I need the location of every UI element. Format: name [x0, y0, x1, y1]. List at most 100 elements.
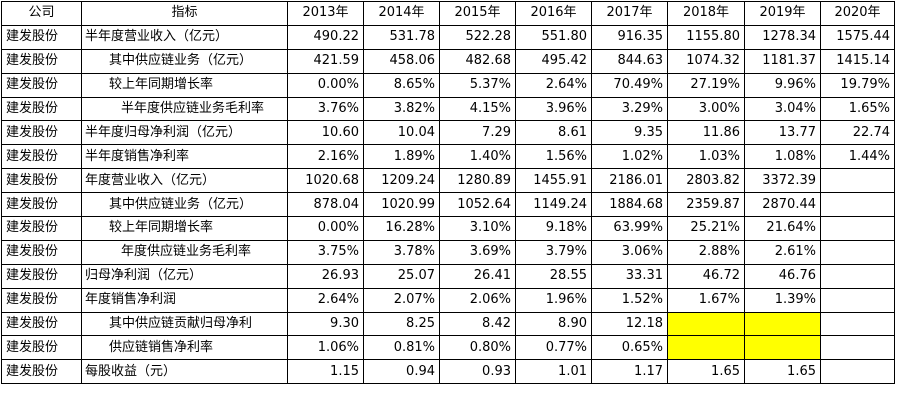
table-row: 建发股份 年度供应链业务毛利率 3.75% 3.78% 3.69% 3.79% 3.06% 2…: [1, 239, 895, 265]
value-cell: 1.03%: [667, 144, 745, 170]
value-cell: 1.56%: [515, 144, 592, 170]
value-cell: 421.59: [287, 48, 364, 74]
value-cell: 1.06%: [287, 335, 364, 361]
value-cell: 10.60: [287, 120, 364, 146]
value-cell: [820, 239, 895, 265]
value-cell: 2.64%: [287, 287, 364, 313]
value-cell: 27.19%: [667, 72, 745, 98]
company-cell: 建发股份: [1, 48, 82, 74]
value-cell: 1.44%: [820, 144, 895, 170]
value-cell: 916.35: [591, 24, 668, 50]
value-cell: 9.30: [287, 311, 364, 337]
table-row: 建发股份 其中供应链贡献归母净利 9.30 8.25 8.42 8.90 12.18: [1, 311, 895, 337]
header-year: 2018年: [667, 1, 745, 26]
value-cell: 5.37%: [439, 72, 516, 98]
value-cell: 9.18%: [515, 216, 592, 241]
value-cell: 2870.44: [744, 192, 821, 218]
value-cell: 0.93: [439, 359, 516, 385]
value-cell: 3.76%: [287, 96, 364, 122]
metric-label-cell: 半年度销售净利率: [81, 144, 288, 170]
value-cell: 1020.68: [287, 168, 364, 194]
metric-label-cell: 其中供应链业务（亿元）: [81, 192, 288, 218]
value-cell: 1.65: [667, 359, 745, 385]
value-cell: 13.77: [744, 120, 821, 146]
value-cell: 1.89%: [363, 144, 440, 170]
header-year: 2019年: [744, 1, 821, 26]
table-row: 建发股份 半年度归母净利润（亿元） 10.60 10.04 7.29 8.61 9.35 11…: [1, 120, 895, 146]
metric-label-cell: 半年度营业收入（亿元）: [81, 24, 288, 50]
value-cell: 26.41: [439, 263, 516, 289]
header-row: 公司 指标 2013年 2014年 2015年 2016年 2017年 2018年 2019年 2…: [1, 1, 895, 26]
value-cell: 0.65%: [591, 335, 668, 361]
table-row: 建发股份 较上年同期增长率 0.00% 8.65% 5.37% 2.64% 70.49% 27…: [1, 72, 895, 98]
metric-label-cell: 供应链销售净利率: [81, 335, 288, 361]
value-cell: 2803.82: [667, 168, 745, 194]
metric-label-cell: 半年度供应链业务毛利率: [81, 96, 288, 122]
header-metric: 指标: [81, 1, 288, 26]
value-cell: 11.86: [667, 120, 745, 146]
metric-label-cell: 半年度归母净利润（亿元）: [81, 120, 288, 146]
table-row: 建发股份 半年度营业收入（亿元） 490.22 531.78 522.28 551.80 9…: [1, 24, 895, 50]
value-cell: 7.29: [439, 120, 516, 146]
value-cell: 21.64%: [744, 216, 821, 241]
value-cell: 1181.37: [744, 48, 821, 74]
value-cell: [820, 263, 895, 289]
metric-label-cell: 较上年同期增长率: [81, 72, 288, 98]
table-row: 建发股份 较上年同期增长率 0.00% 16.28% 3.10% 9.18% 63.99% 2…: [1, 216, 895, 241]
value-cell: 4.15%: [439, 96, 516, 122]
metric-label-cell: 归母净利润（亿元）: [81, 263, 288, 289]
value-cell: 2.16%: [287, 144, 364, 170]
value-cell: 1455.91: [515, 168, 592, 194]
value-cell: 482.68: [439, 48, 516, 74]
value-cell: 25.07: [363, 263, 440, 289]
value-cell: 1.65%: [820, 96, 895, 122]
company-cell: 建发股份: [1, 168, 82, 194]
value-cell: [667, 311, 745, 337]
value-cell: 8.90: [515, 311, 592, 337]
company-cell: 建发股份: [1, 311, 82, 337]
value-cell: 3.69%: [439, 239, 516, 265]
value-cell: 0.77%: [515, 335, 592, 361]
value-cell: 2359.87: [667, 192, 745, 218]
value-cell: 3.75%: [287, 239, 364, 265]
header-year: 2015年: [439, 1, 516, 26]
value-cell: 46.76: [744, 263, 821, 289]
table-row: 建发股份 每股收益（元） 1.15 0.94 0.93 1.01 1.17 1.65 1.65: [1, 359, 895, 385]
value-cell: 0.00%: [287, 216, 364, 241]
value-cell: 1149.24: [515, 192, 592, 218]
value-cell: 458.06: [363, 48, 440, 74]
company-cell: 建发股份: [1, 263, 82, 289]
table-row: 建发股份 年度销售净利润 2.64% 2.07% 2.06% 1.96% 1.52% 1.67…: [1, 287, 895, 313]
company-cell: 建发股份: [1, 120, 82, 146]
metric-label-cell: 年度销售净利润: [81, 287, 288, 313]
value-cell: 1.15: [287, 359, 364, 385]
value-cell: 490.22: [287, 24, 364, 50]
value-cell: [820, 311, 895, 337]
metric-label-cell: 每股收益（元）: [81, 359, 288, 385]
value-cell: 3.96%: [515, 96, 592, 122]
value-cell: 1278.34: [744, 24, 821, 50]
value-cell: 1.52%: [591, 287, 668, 313]
value-cell: 8.65%: [363, 72, 440, 98]
value-cell: [820, 216, 895, 241]
value-cell: [820, 359, 895, 385]
value-cell: 1.67%: [667, 287, 745, 313]
value-cell: 0.81%: [363, 335, 440, 361]
value-cell: 33.31: [591, 263, 668, 289]
value-cell: 9.96%: [744, 72, 821, 98]
header-company: 公司: [1, 1, 82, 26]
value-cell: 2.64%: [515, 72, 592, 98]
value-cell: 19.79%: [820, 72, 895, 98]
value-cell: 522.28: [439, 24, 516, 50]
header-year: 2013年: [287, 1, 364, 26]
header-year: 2016年: [515, 1, 592, 26]
value-cell: 28.55: [515, 263, 592, 289]
company-cell: 建发股份: [1, 216, 82, 241]
company-cell: 建发股份: [1, 96, 82, 122]
value-cell: 8.61: [515, 120, 592, 146]
value-cell: 3.79%: [515, 239, 592, 265]
value-cell: [820, 192, 895, 218]
value-cell: 10.04: [363, 120, 440, 146]
metric-label-cell: 年度营业收入（亿元）: [81, 168, 288, 194]
value-cell: 70.49%: [591, 72, 668, 98]
